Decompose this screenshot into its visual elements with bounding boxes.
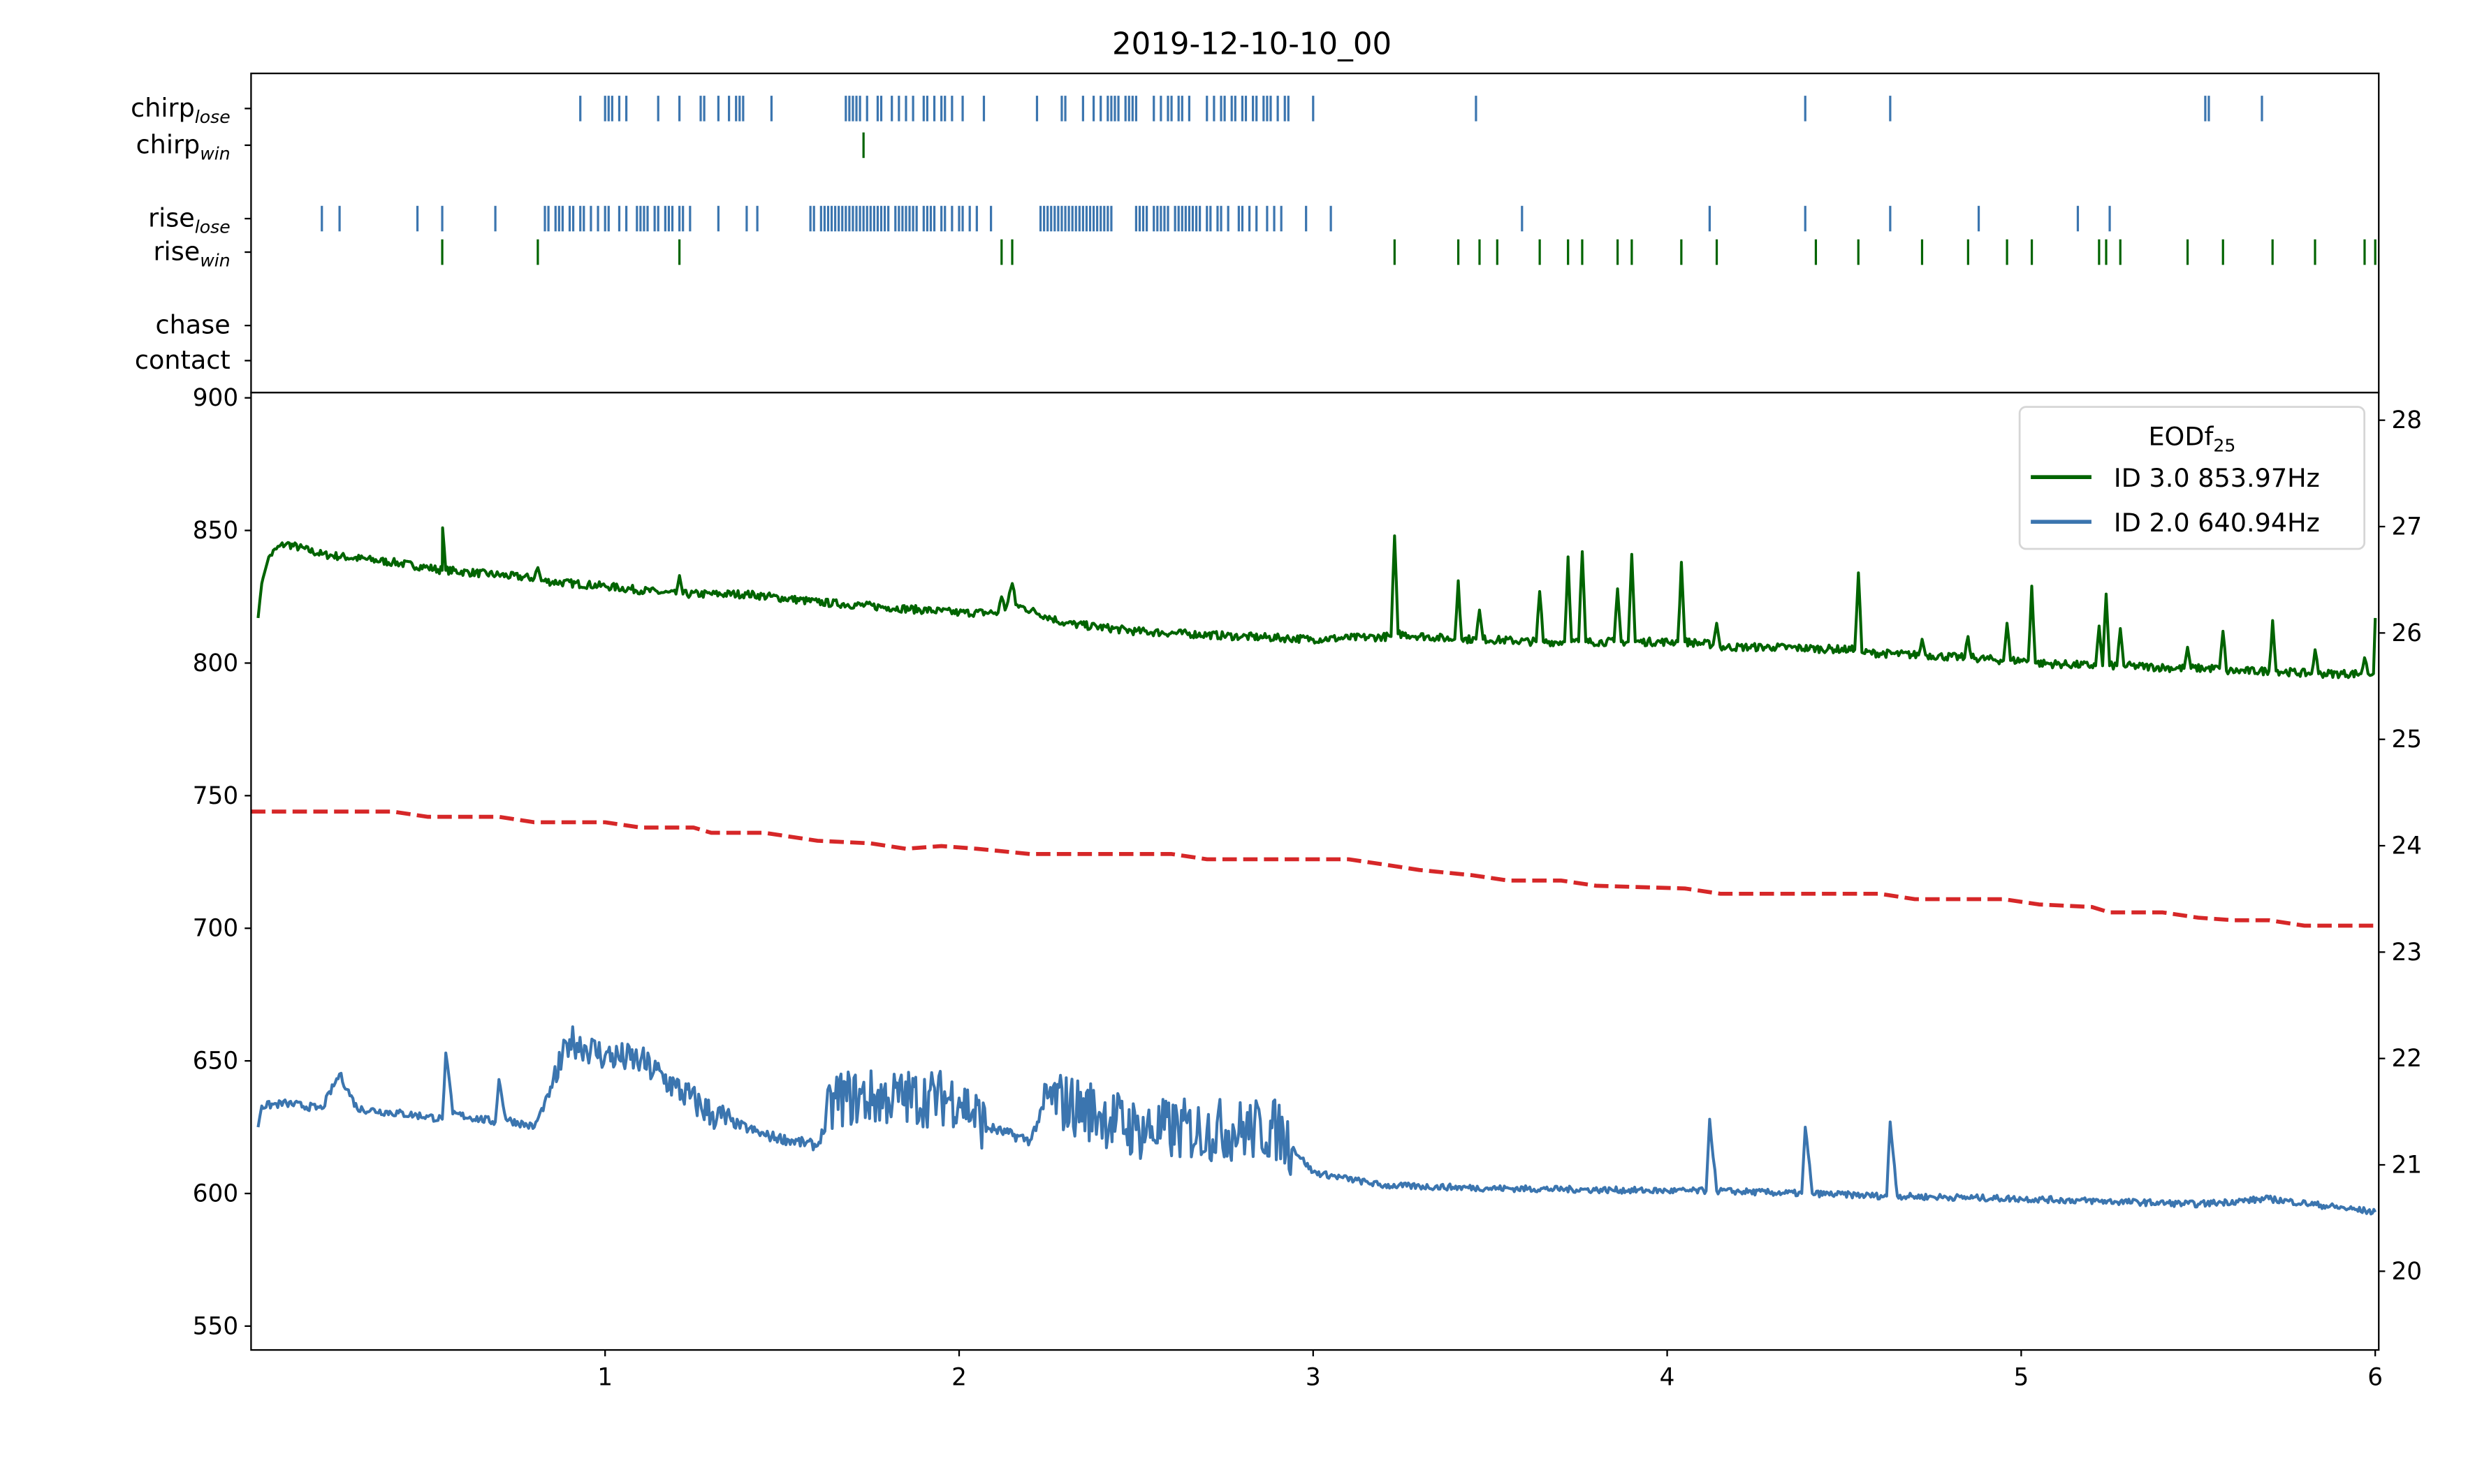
y2-tick-label: 26: [2392, 619, 2423, 647]
x-tick-label: 2: [951, 1363, 967, 1391]
y2-tick-label: 27: [2392, 513, 2423, 541]
y-tick-label: 750: [193, 782, 238, 810]
y-tick-label: 850: [193, 517, 238, 545]
event-row-rise-lose: [321, 205, 2111, 232]
event-row-label: chirplose: [131, 93, 231, 127]
legend-label-id3: ID 3.0 853.97Hz: [2114, 463, 2320, 493]
event-axes-frame: [250, 72, 2380, 394]
legend-title: EODf25: [2148, 422, 2235, 456]
chart-title: 2019-12-10-10_00: [1112, 27, 1392, 62]
y2-tick-label: 25: [2392, 726, 2423, 754]
x-tick-label: 3: [1306, 1363, 1321, 1391]
y2-tick-label: 23: [2392, 939, 2423, 967]
event-row-chirp-lose: [579, 96, 2263, 122]
event-row-label: chase: [156, 310, 231, 340]
y-tick-label: 550: [193, 1312, 238, 1340]
y2-tick-label: 20: [2392, 1258, 2423, 1286]
y-tick-label: 700: [193, 915, 238, 943]
y2-tick-label: 28: [2392, 406, 2423, 434]
event-row-label: chirpwin: [136, 129, 231, 163]
event-row-rise-win: [441, 239, 2377, 265]
y-tick-label: 600: [193, 1180, 238, 1207]
x-tick-label: 1: [597, 1363, 613, 1391]
series-line-1: [256, 1025, 2377, 1216]
frequency-panel: 1 2 3 4 5 65506006507007508008509002021222324…: [193, 384, 2422, 1391]
event-row-label: contact: [135, 345, 231, 375]
event-row-label: riselose: [148, 203, 231, 237]
series-line-0: [256, 526, 2377, 679]
x-tick-label: 6: [2367, 1363, 2383, 1391]
freq-axes-frame: [250, 391, 2380, 1351]
x-tick-label: 4: [1660, 1363, 1675, 1391]
legend-label-id2: ID 2.0 640.94Hz: [2114, 508, 2320, 538]
y-tick-label: 800: [193, 649, 238, 677]
legend: EODf25 ID 3.0 853.97Hz ID 2.0 640.94Hz: [2018, 406, 2366, 550]
x-tick-label: 5: [2013, 1363, 2029, 1391]
y2-tick-label: 24: [2392, 832, 2423, 860]
y2-tick-label: 21: [2392, 1151, 2423, 1179]
y-tick-label: 900: [193, 384, 238, 412]
y-tick-label: 650: [193, 1048, 238, 1075]
legend-box: [2018, 406, 2366, 550]
series-line-2: [251, 809, 2376, 928]
event-row-label: risewin: [154, 236, 231, 270]
y2-tick-label: 22: [2392, 1045, 2423, 1073]
